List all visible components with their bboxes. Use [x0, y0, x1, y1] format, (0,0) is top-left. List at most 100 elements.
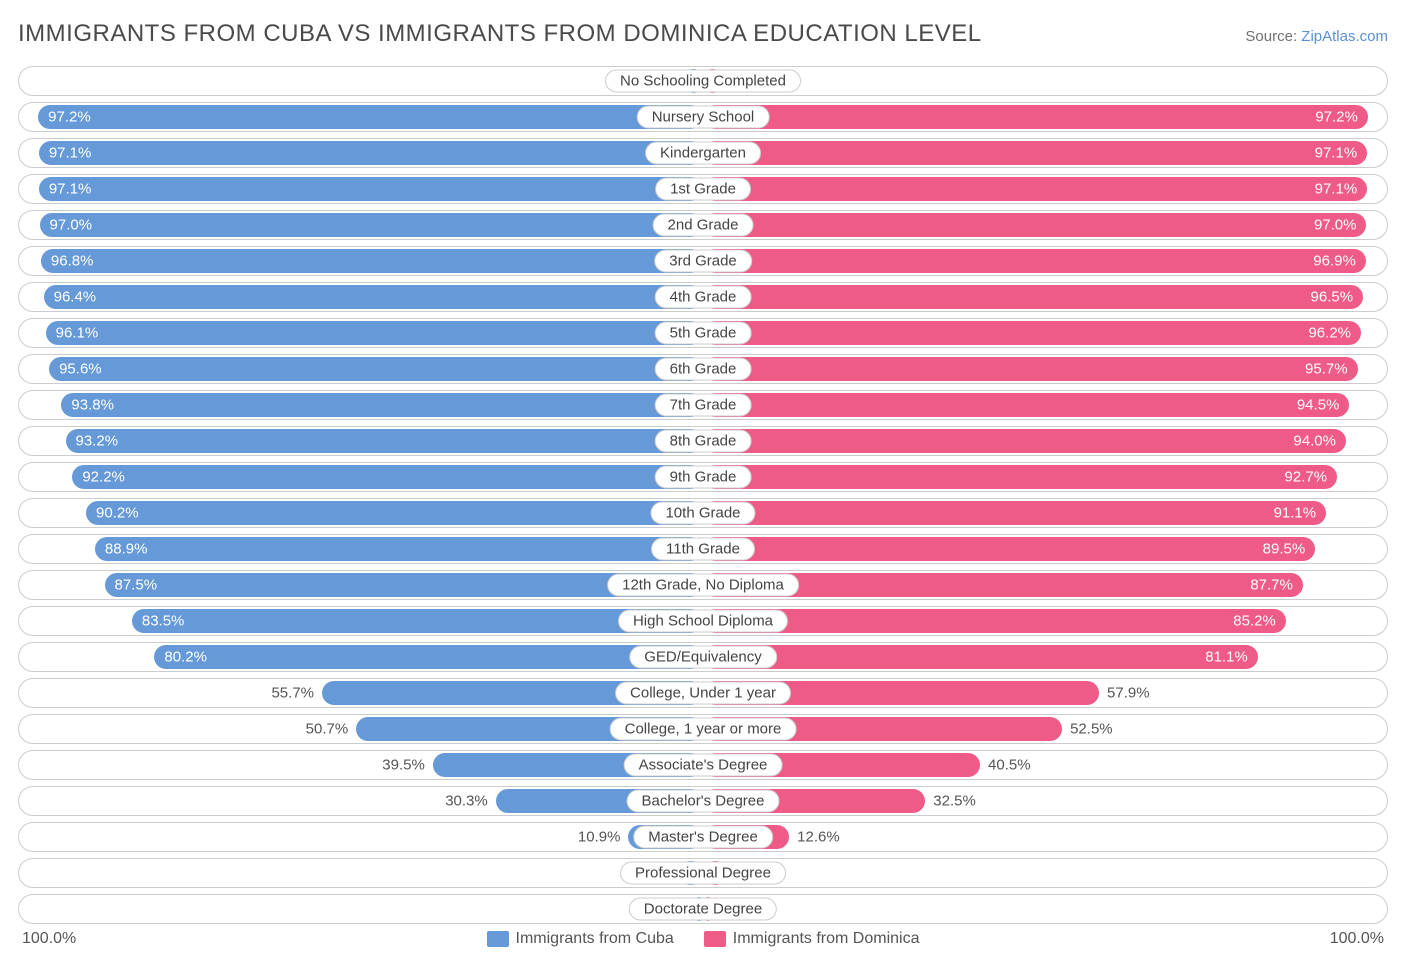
- chart-row: 97.0%97.0%2nd Grade: [18, 210, 1388, 240]
- source-link[interactable]: ZipAtlas.com: [1301, 28, 1388, 45]
- bar-right: [703, 213, 1366, 237]
- chart-row: 30.3%32.5%Bachelor's Degree: [18, 786, 1388, 816]
- bar-left: [154, 645, 703, 669]
- bar-right: [703, 537, 1315, 561]
- chart-row: 83.5% 85.2% High School Diploma: [18, 606, 1388, 636]
- bar-left: [49, 357, 703, 381]
- bar-left: [38, 105, 703, 129]
- bar-left: [61, 393, 703, 417]
- category-label: 1st Grade: [655, 178, 751, 201]
- value-right: 94.5%: [1297, 397, 1340, 414]
- value-left: 10.9%: [578, 829, 621, 846]
- bar-left: [39, 141, 703, 165]
- chart-row: 39.5% 40.5% Associate's Degree: [18, 750, 1388, 780]
- value-left: 93.8%: [71, 397, 114, 414]
- value-left: 96.4%: [54, 289, 97, 306]
- chart-row: 96.1%96.2%5th Grade: [18, 318, 1388, 348]
- chart-row: 2.8%2.8%No Schooling Completed: [18, 66, 1388, 96]
- value-left: 97.1%: [49, 181, 92, 198]
- chart-row: 50.7%52.5%College, 1 year or more: [18, 714, 1388, 744]
- value-left: 97.0%: [50, 217, 93, 234]
- value-left: 92.2%: [82, 469, 125, 486]
- value-left: 39.5%: [382, 757, 425, 774]
- chart-row: 55.7%57.9%College, Under 1 year: [18, 678, 1388, 708]
- chart-row: 96.8%96.9%3rd Grade: [18, 246, 1388, 276]
- legend-swatch-left: [487, 931, 509, 947]
- category-label: High School Diploma: [618, 610, 788, 633]
- bar-left: [95, 537, 703, 561]
- bar-left: [40, 213, 703, 237]
- chart-row: 3.6%3.6%Professional Degree: [18, 858, 1388, 888]
- bar-left: [86, 501, 703, 525]
- category-label: 9th Grade: [655, 466, 752, 489]
- bar-right: [703, 141, 1367, 165]
- bar-right: [703, 321, 1361, 345]
- bar-right: [703, 357, 1358, 381]
- axis-max-left: 100.0%: [22, 930, 76, 948]
- bar-left: [44, 285, 703, 309]
- bar-right: [703, 429, 1346, 453]
- category-label: Doctorate Degree: [629, 898, 777, 921]
- value-right: 85.2%: [1233, 613, 1276, 630]
- bar-right: [703, 501, 1326, 525]
- category-label: 8th Grade: [655, 430, 752, 453]
- category-label: College, 1 year or more: [610, 718, 797, 741]
- category-label: Nursery School: [637, 106, 770, 129]
- value-right: 57.9%: [1107, 685, 1150, 702]
- bar-right: [703, 105, 1368, 129]
- category-label: GED/Equivalency: [629, 646, 777, 669]
- chart-row: 95.6%95.7%6th Grade: [18, 354, 1388, 384]
- value-right: 81.1%: [1205, 649, 1248, 666]
- axis-max-right: 100.0%: [1330, 930, 1384, 948]
- legend-right-series: Immigrants from Dominica: [704, 930, 920, 948]
- bar-left: [41, 249, 703, 273]
- value-left: 88.9%: [105, 541, 148, 558]
- category-label: 3rd Grade: [654, 250, 752, 273]
- category-label: 6th Grade: [655, 358, 752, 381]
- value-right: 94.0%: [1293, 433, 1336, 450]
- value-right: 97.1%: [1315, 181, 1358, 198]
- legend-right-label: Immigrants from Dominica: [733, 930, 920, 948]
- value-right: 91.1%: [1274, 505, 1317, 522]
- chart-row: 97.1%97.1%Kindergarten: [18, 138, 1388, 168]
- bar-right: [703, 177, 1367, 201]
- chart-title: IMMIGRANTS FROM CUBA VS IMMIGRANTS FROM …: [18, 20, 982, 48]
- value-left: 97.1%: [49, 145, 92, 162]
- value-left: 97.2%: [48, 109, 91, 126]
- value-left: 80.2%: [164, 649, 207, 666]
- bar-left: [72, 465, 703, 489]
- category-label: 11th Grade: [651, 538, 755, 561]
- category-label: Associate's Degree: [624, 754, 783, 777]
- chart-row: 97.1% 97.1% 1st Grade: [18, 174, 1388, 204]
- value-right: 40.5%: [988, 757, 1031, 774]
- chart-row: 10.9%12.6%Master's Degree: [18, 822, 1388, 852]
- value-right: 87.7%: [1250, 577, 1293, 594]
- value-right: 89.5%: [1263, 541, 1306, 558]
- value-right: 97.2%: [1315, 109, 1358, 126]
- chart-row: 93.2%94.0%8th Grade: [18, 426, 1388, 456]
- category-label: Professional Degree: [620, 862, 786, 885]
- chart-row: 87.5%87.7%12th Grade, No Diploma: [18, 570, 1388, 600]
- bar-left: [46, 321, 703, 345]
- legend-left-series: Immigrants from Cuba: [487, 930, 674, 948]
- value-left: 83.5%: [142, 613, 185, 630]
- category-label: 7th Grade: [655, 394, 752, 417]
- chart-row: 1.2%1.4%Doctorate Degree: [18, 894, 1388, 924]
- category-label: 12th Grade, No Diploma: [607, 574, 799, 597]
- value-right: 96.5%: [1311, 289, 1354, 306]
- value-left: 30.3%: [445, 793, 488, 810]
- value-left: 50.7%: [306, 721, 349, 738]
- source-label: Source:: [1245, 28, 1301, 45]
- value-right: 92.7%: [1285, 469, 1328, 486]
- chart-footer: 100.0% Immigrants from Cuba Immigrants f…: [18, 930, 1388, 948]
- chart-header: IMMIGRANTS FROM CUBA VS IMMIGRANTS FROM …: [18, 20, 1388, 48]
- bar-right: [703, 285, 1363, 309]
- chart-row: 96.4%96.5%4th Grade: [18, 282, 1388, 312]
- value-left: 96.1%: [56, 325, 99, 342]
- value-right: 95.7%: [1305, 361, 1348, 378]
- value-left: 55.7%: [271, 685, 314, 702]
- value-left: 90.2%: [96, 505, 139, 522]
- diverging-bar-chart: 2.8%2.8%No Schooling Completed 97.2% 97.2%…: [18, 66, 1388, 924]
- bar-right: [703, 609, 1286, 633]
- category-label: Bachelor's Degree: [627, 790, 780, 813]
